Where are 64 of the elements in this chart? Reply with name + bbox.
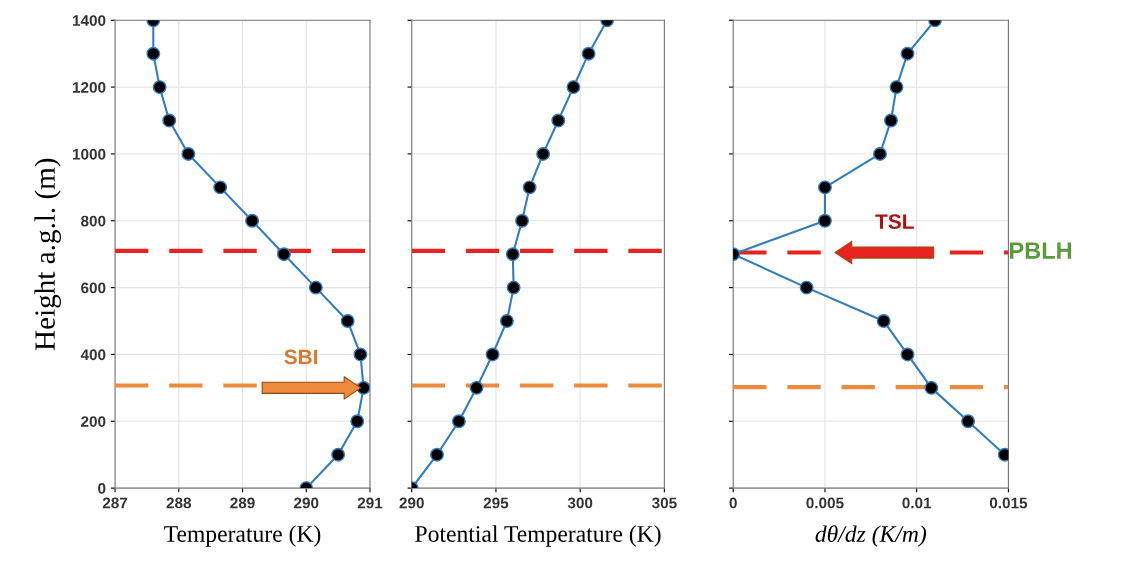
point: [515, 213, 529, 228]
x-tick-label: 290: [399, 497, 424, 509]
point: [213, 180, 228, 195]
point: [469, 380, 484, 395]
point: [485, 347, 500, 362]
point: [889, 80, 904, 95]
x-tick-label: 300: [567, 497, 593, 509]
point: [331, 447, 346, 462]
point: [961, 414, 976, 429]
x-axis-title: dθ/dz (K/m): [815, 525, 927, 547]
point: [536, 146, 551, 161]
y-tick-label: 800: [81, 215, 106, 227]
x-tick-label: 291: [357, 497, 383, 509]
point: [876, 314, 891, 328]
point: [799, 280, 814, 295]
y-tick-label: 1200: [73, 81, 106, 93]
point: [162, 113, 177, 128]
point: [451, 414, 466, 429]
point: [581, 46, 596, 61]
y-tick-label: 1000: [73, 148, 106, 160]
x-tick-label: 290: [294, 497, 319, 509]
point: [817, 180, 832, 195]
point: [522, 180, 537, 195]
x-tick-label: 0: [729, 497, 737, 509]
point: [900, 347, 915, 362]
y-tick-label: 200: [81, 416, 106, 427]
point: [873, 146, 887, 161]
point: [350, 414, 365, 429]
point: [884, 113, 898, 128]
x-tick-label: 0.015: [989, 497, 1028, 509]
point: [146, 46, 161, 61]
y-tick-label: 600: [81, 282, 106, 294]
x-tick-label: 295: [483, 497, 509, 509]
y-tick-label: 1400: [73, 15, 106, 26]
point: [430, 447, 444, 462]
y-tick-label: 400: [80, 349, 106, 361]
point: [506, 280, 521, 295]
x-axis-title: Temperature (K): [164, 525, 321, 547]
x-tick-label: 288: [166, 497, 192, 509]
point: [900, 46, 915, 61]
point: [505, 247, 520, 262]
annotation: TSL: [875, 214, 914, 229]
x-tick-label: 0.01: [902, 497, 932, 509]
point: [353, 347, 368, 362]
point: [817, 213, 832, 228]
point: [566, 80, 581, 95]
y-tick-label: 0: [98, 482, 106, 494]
annotation: SBI: [284, 349, 318, 365]
point: [551, 113, 566, 128]
point: [277, 247, 291, 262]
x-axis-title: Potential Temperature (K): [415, 525, 661, 547]
point: [245, 213, 260, 228]
ref-line-label: PBLH: [1010, 242, 1072, 259]
y-axis-title: Height a.g.l. (m): [34, 158, 61, 351]
point: [308, 280, 323, 295]
x-tick-label: 305: [652, 497, 677, 509]
point: [181, 146, 196, 161]
x-tick-label: 289: [230, 497, 255, 509]
point: [152, 80, 167, 95]
point: [340, 314, 355, 328]
x-tick-label: 0.005: [806, 497, 844, 509]
point: [924, 380, 939, 395]
x-tick-label: 287: [102, 497, 128, 509]
point: [499, 314, 514, 328]
